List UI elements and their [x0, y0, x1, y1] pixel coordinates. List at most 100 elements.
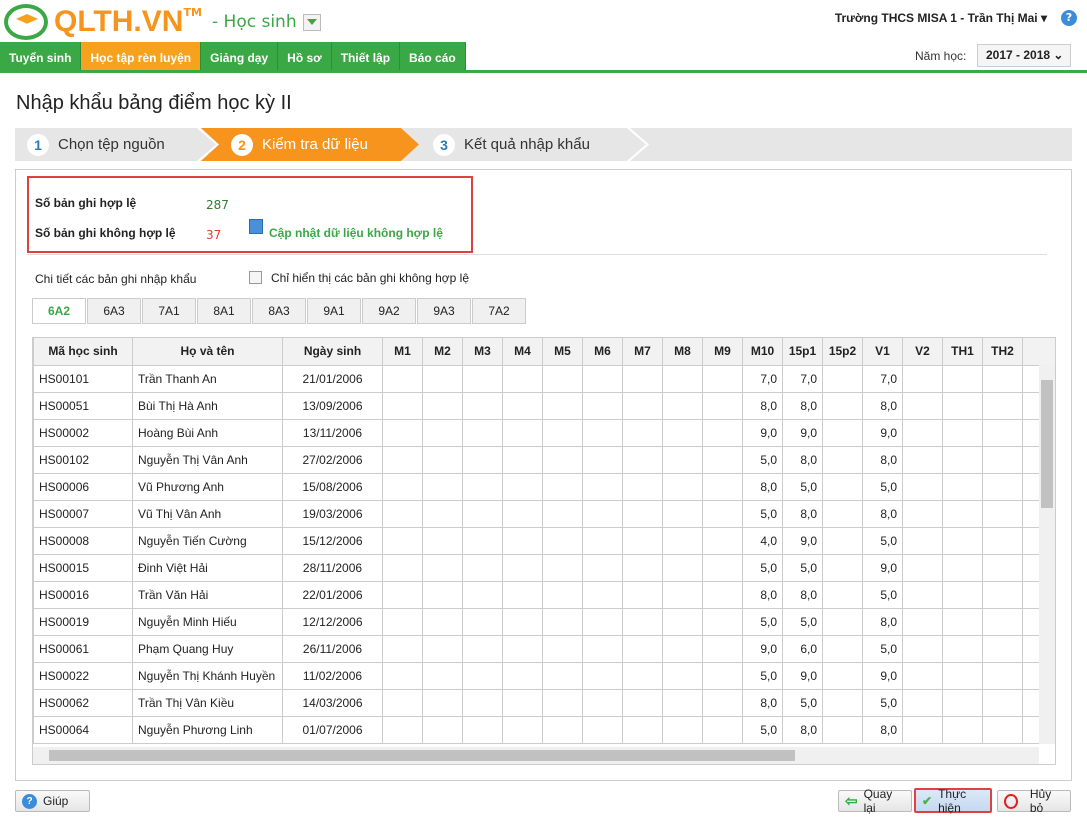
cell-m1	[382, 553, 423, 582]
class-tab[interactable]: 9A1	[307, 298, 361, 324]
table-row[interactable]: HS00061 Phạm Quang Huy 26/11/2006 9,0 6,0 5,0	[33, 634, 1055, 663]
cell-m2	[422, 445, 463, 474]
cell-15p2	[822, 688, 863, 717]
cell-m10: 5,0	[742, 553, 783, 582]
help-button[interactable]: ? Giúp	[15, 790, 90, 812]
nav-item[interactable]: Thiết lập	[331, 42, 401, 72]
table-row[interactable]: HS00015 Đinh Việt Hải 28/11/2006 5,0 5,0 9,0	[33, 553, 1055, 582]
cell-m6	[582, 391, 623, 420]
cell-m8	[662, 445, 703, 474]
cell-m2	[422, 418, 463, 447]
cell-m3	[462, 526, 503, 555]
cell-m7	[622, 580, 663, 609]
column-header: M2	[422, 338, 463, 366]
help-icon[interactable]: ?	[1061, 10, 1077, 26]
user-menu[interactable]: Trường THCS MISA 1 - Trần Thị Mai ▾	[834, 11, 1047, 25]
table-row[interactable]: HS00007 Vũ Thị Vân Anh 19/03/2006 5,0 8,0 8,0	[33, 499, 1055, 528]
class-tab[interactable]: 7A2	[472, 298, 526, 324]
table-row[interactable]: HS00002 Hoàng Bùi Anh 13/11/2006 9,0 9,0 9,0	[33, 418, 1055, 447]
cell-m6	[582, 499, 623, 528]
cell-v2	[902, 445, 943, 474]
nav-item[interactable]: Hồ sơ	[278, 42, 332, 72]
column-header: M3	[462, 338, 503, 366]
vertical-scroll-thumb[interactable]	[1041, 380, 1053, 508]
back-button[interactable]: ⇦ Quay lại	[838, 787, 912, 815]
table-row[interactable]: HS00006 Vũ Phương Anh 15/08/2006 8,0 5,0 5,0	[33, 472, 1055, 501]
cell-id: HS00006	[33, 472, 133, 501]
cell-th1	[942, 499, 983, 528]
column-header: V2	[902, 338, 943, 366]
cell-m4	[502, 418, 543, 447]
role-selector[interactable]: - Học sinh	[212, 12, 321, 32]
execute-button[interactable]: ✔ Thực hiện	[914, 787, 992, 815]
class-tab[interactable]: 7A1	[142, 298, 196, 324]
cell-m8	[662, 634, 703, 663]
cell-dob: 01/07/2006	[282, 715, 383, 744]
column-header: Họ và tên	[132, 338, 283, 366]
cell-th2	[982, 526, 1023, 555]
column-header: 15p2	[822, 338, 863, 366]
table-row[interactable]: HS00016 Trần Văn Hải 22/01/2006 8,0 8,0 5,0	[33, 580, 1055, 609]
nav-item[interactable]: Học tập rèn luyện	[81, 42, 202, 72]
step-1: 1 Chọn tệp nguồn	[15, 128, 205, 161]
nav-item[interactable]: Tuyển sinh	[0, 42, 82, 72]
cell-v1: 5,0	[862, 526, 903, 555]
update-invalid-link[interactable]: Cập nhật dữ liệu không hợp lệ	[269, 226, 443, 240]
table-row[interactable]: HS00062 Trần Thị Vân Kiều 14/03/2006 8,0 5,0…	[33, 688, 1055, 717]
cell-m9	[702, 715, 743, 744]
cell-m5	[542, 580, 583, 609]
class-tab[interactable]: 8A1	[197, 298, 251, 324]
cell-v2	[902, 634, 943, 663]
cell-m2	[422, 634, 463, 663]
cell-m8	[662, 364, 703, 393]
cell-id: HS00064	[33, 715, 133, 744]
table-row[interactable]: HS00008 Nguyễn Tiến Cường 15/12/2006 4,0 9,0…	[33, 526, 1055, 555]
main-nav: Tuyển sinh Học tập rèn luyện Giảng dạy Hồ s…	[0, 42, 466, 72]
cell-v2	[902, 661, 943, 690]
cell-m6	[582, 688, 623, 717]
table-row[interactable]: HS00051 Bùi Thị Hà Anh 13/09/2006 8,0 8,0 8,0	[33, 391, 1055, 420]
cell-15p2	[822, 472, 863, 501]
cancel-button[interactable]: Hủy bỏ	[997, 787, 1071, 815]
table-row[interactable]: HS00102 Nguyễn Thị Vân Anh 27/02/2006 5,0 8,…	[33, 445, 1055, 474]
valid-count: 287	[206, 198, 229, 212]
column-header-filler	[1022, 338, 1055, 366]
class-tab[interactable]: 6A3	[87, 298, 141, 324]
table-row[interactable]: HS00019 Nguyễn Minh Hiếu 12/12/2006 5,0 5,0 8…	[33, 607, 1055, 636]
class-tab[interactable]: 8A3	[252, 298, 306, 324]
check-icon: ✔	[922, 793, 933, 808]
table-row[interactable]: HS00064 Nguyễn Phương Linh 01/07/2006 5,0 8,…	[33, 715, 1055, 744]
cell-m2	[422, 391, 463, 420]
cell-th1	[942, 472, 983, 501]
cell-th2	[982, 445, 1023, 474]
cell-id: HS00101	[33, 364, 133, 393]
cell-v1: 8,0	[862, 607, 903, 636]
column-header: Ngày sinh	[282, 338, 383, 366]
horizontal-scroll-thumb[interactable]	[49, 750, 795, 761]
invalid-only-label[interactable]: Chỉ hiển thị các bản ghi không hợp lệ	[271, 271, 469, 285]
table-row[interactable]: HS00101 Trần Thanh An 21/01/2006 7,0 7,0 7,0	[33, 364, 1055, 393]
table-row[interactable]: HS00022 Nguyễn Thị Khánh Huyền 11/02/2006 5…	[33, 661, 1055, 690]
cell-v1: 9,0	[862, 553, 903, 582]
cell-v2	[902, 688, 943, 717]
cell-m1	[382, 715, 423, 744]
class-tab[interactable]: 6A2	[32, 298, 86, 324]
cell-v2	[902, 607, 943, 636]
year-select[interactable]: 2017 - 2018 ⌄	[977, 44, 1071, 67]
chevron-down-icon[interactable]	[302, 13, 321, 31]
cell-m3	[462, 634, 503, 663]
cell-m4	[502, 499, 543, 528]
class-tab[interactable]: 9A2	[362, 298, 416, 324]
nav-item[interactable]: Giảng dạy	[201, 42, 279, 72]
cell-m9	[702, 634, 743, 663]
column-header: V1	[862, 338, 903, 366]
class-tab[interactable]: 9A3	[417, 298, 471, 324]
nav-item[interactable]: Báo cáo	[400, 42, 466, 72]
cell-m3	[462, 499, 503, 528]
cell-name: Nguyễn Tiến Cường	[132, 526, 283, 555]
records-grid: Mã học sinh Họ và tên Ngày sinh M1 M2 M3 M4 M5 M…	[32, 337, 1056, 765]
cell-m5	[542, 607, 583, 636]
cell-15p1: 5,0	[782, 688, 823, 717]
cell-th2	[982, 715, 1023, 744]
invalid-only-checkbox[interactable]	[249, 271, 262, 284]
